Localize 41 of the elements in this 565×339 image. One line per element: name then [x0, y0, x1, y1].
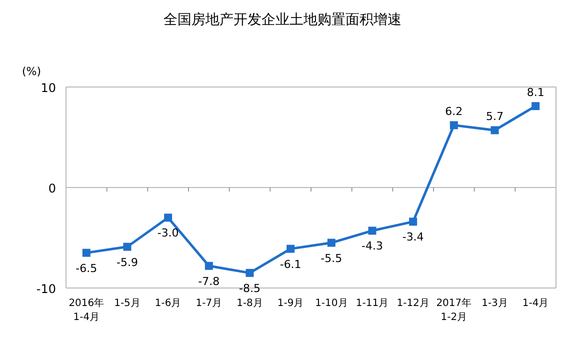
- data-label: -4.3: [362, 240, 383, 253]
- data-label: 5.7: [486, 110, 504, 124]
- x-tick-label: 1-10月: [315, 298, 348, 309]
- point: [123, 242, 132, 251]
- data-label: -5.5: [320, 252, 342, 265]
- data-label: -8.5: [239, 282, 260, 295]
- data-label: -7.8: [198, 274, 220, 288]
- chart-title: 全国房地产开发企业土地购置面积增速: [164, 12, 402, 28]
- x-tick-label: 1-4月: [522, 298, 549, 309]
- point: [532, 102, 540, 110]
- x-tick-label: 1-5月: [114, 298, 140, 309]
- x-tick-label: 1-9月: [277, 298, 304, 309]
- data-label: 6.2: [445, 105, 463, 118]
- point: [82, 248, 90, 257]
- y-tick-label: 0: [48, 182, 56, 196]
- point: [286, 244, 295, 253]
- point: [409, 218, 418, 226]
- point: [164, 214, 172, 222]
- point: [368, 226, 376, 235]
- data-label: -6.5: [76, 262, 98, 275]
- data-label: -3.4: [402, 230, 424, 244]
- data-label: -6.1: [280, 258, 302, 271]
- point: [246, 268, 254, 277]
- data-label: -5.9: [116, 256, 138, 269]
- y-tick-label: 10: [40, 81, 56, 95]
- point: [204, 262, 213, 270]
- x-tick-label: 1-3月: [482, 298, 508, 309]
- x-tick-label: 1-12月: [396, 298, 430, 309]
- x-tick-label: 1-7月: [196, 298, 222, 309]
- x-tick-label: 1-11月: [356, 298, 389, 309]
- x-tick-label: 1-8月: [236, 298, 263, 309]
- point: [450, 121, 458, 130]
- x-tick-label: 1-6月: [154, 298, 182, 309]
- data-label: -3.0: [157, 226, 179, 240]
- point: [327, 238, 336, 247]
- y-tick-label: -10: [36, 282, 56, 296]
- data-label: 8.1: [526, 86, 544, 100]
- y-axis-title: (%): [22, 65, 42, 78]
- x-tick-label: 2017年 1-2月: [436, 297, 472, 323]
- x-tick-label: 2016年 1-4月: [68, 297, 104, 323]
- point: [490, 126, 499, 134]
